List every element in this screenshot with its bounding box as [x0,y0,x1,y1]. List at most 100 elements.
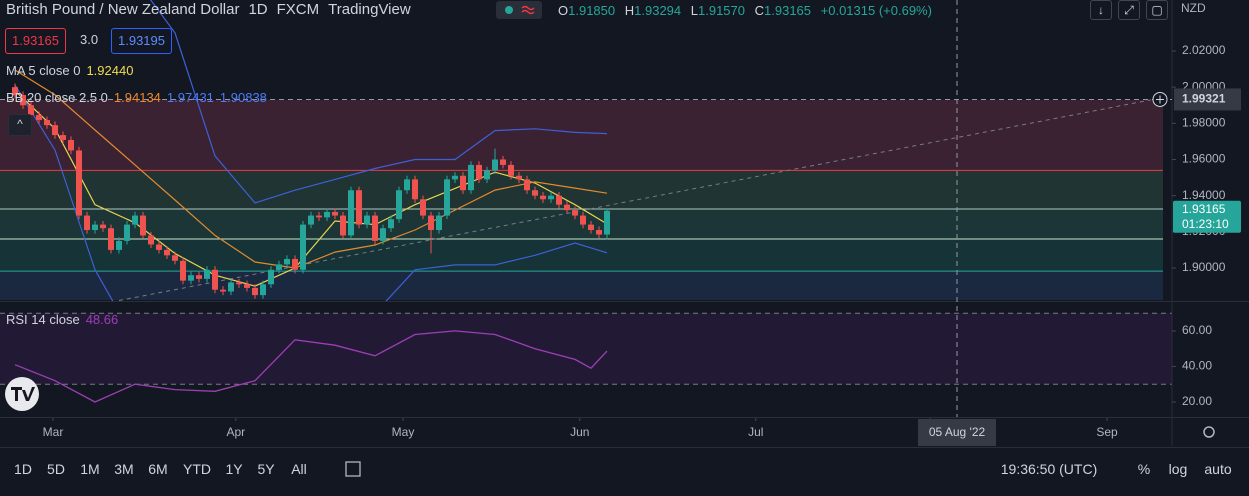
crosshair-y-box [1174,88,1241,111]
range-button[interactable]: 1Y [225,461,243,477]
x-tick-label: Apr [226,425,245,439]
y-tick-label: 1.96000 [1182,152,1226,166]
candle-body [172,255,178,261]
y-tick-label: 1.94000 [1182,188,1226,202]
ohlc-key: C [754,3,765,18]
indicator-line [14,84,608,301]
crosshair-y-label: 1.99321 [1182,92,1226,106]
indicator-legend: MA 5 close 0 1.92440 [6,63,133,78]
source: FXCM [276,1,320,18]
symbol: British Pound / New Zealand Dollar [6,1,240,18]
x-tick-label: Jul [748,425,763,439]
range-button[interactable]: YTD [183,461,211,477]
legend-value: 1.92440 [86,63,134,78]
range-button[interactable]: 1D [14,461,32,477]
y-tick-label: 20.00 [1182,394,1212,408]
candle-body [484,170,490,180]
candle-body [516,175,522,180]
candle-body [428,215,434,231]
price-zone [0,99,1163,171]
candle-body [268,269,274,285]
candle-body [604,210,610,235]
indicator-legend: BB 20 close 2.5 0 1.94134 1.97431 1.90838 [6,90,267,105]
range-button[interactable]: 5D [47,461,65,477]
candle-body [196,275,202,279]
candle-body [188,275,194,281]
down-button[interactable]: ↓ [1090,0,1112,20]
fullscreen-button[interactable]: ⤢ [1118,0,1140,20]
indicator-line [149,0,608,204]
currency: NZD [1181,1,1206,15]
candle-body [308,215,314,225]
ohlc-readout: O1.91850 H1.93294 L1.91570 C1.93165 +0.0… [558,3,938,19]
x-tick-label: May [392,425,415,439]
candle-body [276,264,282,270]
bid-box[interactable]: 1.93165 [5,28,66,54]
range-button[interactable]: All [291,461,307,477]
clock[interactable]: 19:36:50 (UTC) [1000,461,1098,477]
candle-body [52,125,58,136]
candle-body [500,159,506,165]
candle-body [124,224,130,241]
scale-option[interactable]: log [1168,461,1188,477]
title-bar: British Pound / New Zealand Dollar 1D FXCM… [6,2,420,18]
scale-option[interactable]: auto [1204,461,1232,477]
countdown-label: 01:23:10 [1182,217,1229,231]
y-tick-label: 1.90000 [1182,260,1226,274]
screenshot-button[interactable]: ▢ [1146,0,1168,20]
range-button[interactable]: 1M [80,461,100,477]
price-zone [0,271,1163,300]
market-status[interactable] [496,1,542,19]
rsi-legend: RSI 14 close 48.66 [6,312,118,327]
candle-body [156,244,162,250]
candle-body [220,289,226,292]
legend-value: 1.90838 [219,90,267,105]
candle-body [132,215,138,225]
crosshair-x-label: 05 Aug '22 [929,425,986,439]
candle-body [244,284,250,288]
last-price-label: 1.93165 [1182,202,1226,216]
collapse-button[interactable]: ^ [8,114,32,136]
ask-box[interactable]: 1.93195 [111,28,172,54]
candle-body [28,105,34,116]
legend-value: 1.94134 [113,90,161,105]
legend-label: BB 20 close 2.5 0 [6,90,108,105]
brand: TradingView [328,1,411,18]
spread: 3.0 [80,32,99,47]
range-button[interactable]: 6M [148,461,168,477]
candle-body [228,282,234,292]
candle-body [396,190,402,220]
candle-body [556,195,562,205]
compare-icon[interactable] [345,461,361,477]
candle-body [212,269,218,290]
x-tick-label: Sep [1096,425,1118,439]
candle-body [116,240,122,250]
legend-label: RSI 14 close [6,312,80,327]
candle-body [492,159,498,171]
candle-body [260,284,266,296]
interval[interactable]: 1D [248,1,268,18]
ohlc-key: L [690,3,698,18]
range-button[interactable]: 5Y [257,461,275,477]
candle-body [532,190,538,196]
rsi-line [14,330,608,403]
rsi-band [0,313,1172,385]
ohlc-value: 1.91850 [568,3,616,18]
legend-value: 1.97431 [166,90,214,105]
candle-body [372,215,378,241]
candle-body [460,175,466,191]
candle-body [36,115,42,121]
candle-body [300,224,306,270]
indicator-line [14,69,608,269]
candle-body [76,150,82,216]
settings-icon[interactable] [1203,426,1215,438]
candle-body [380,228,386,241]
scale-option[interactable]: % [1137,461,1151,477]
candle-body [236,282,242,285]
candle-body [564,204,570,211]
candle-body [444,179,450,216]
range-button[interactable]: 3M [114,461,134,477]
